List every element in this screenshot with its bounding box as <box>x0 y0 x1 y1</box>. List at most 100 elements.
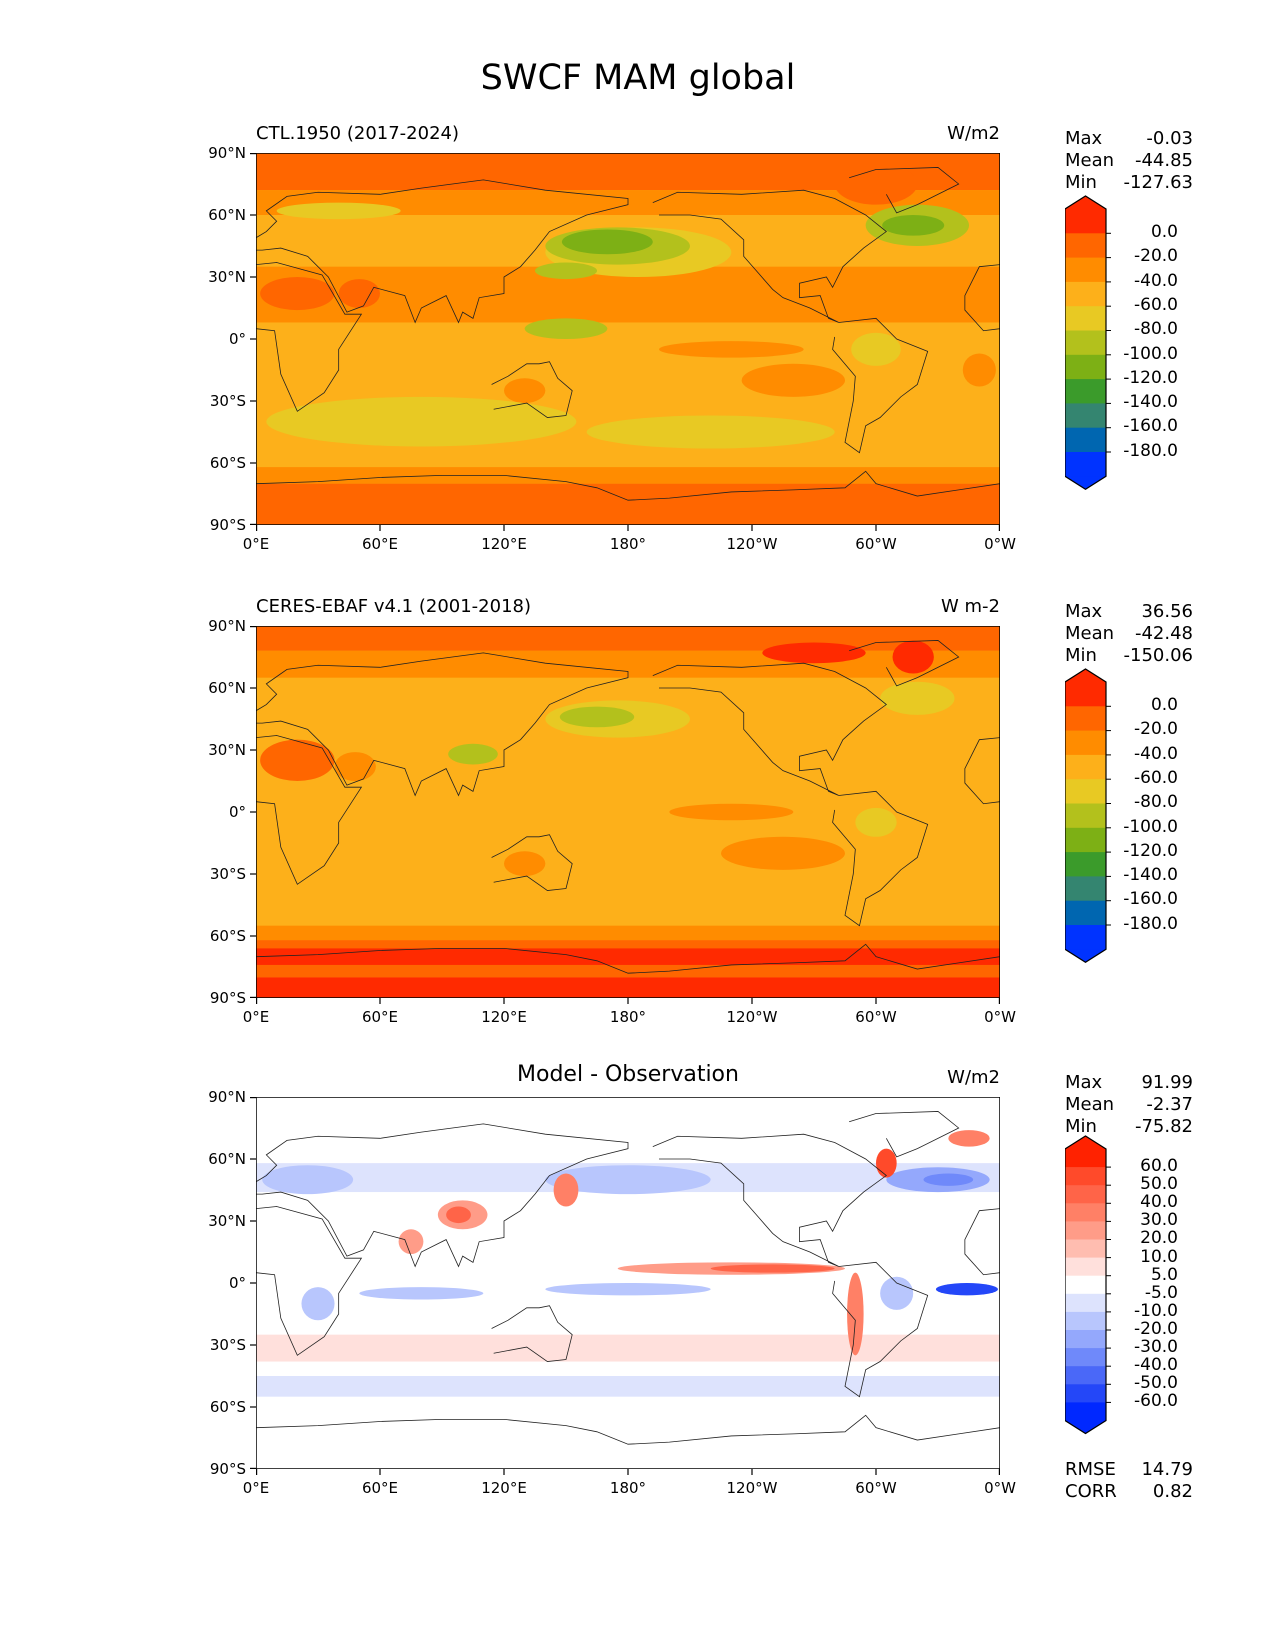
stat-rmse: RMSE 14.79 <box>1065 1459 1193 1480</box>
coastline-africa_e <box>256 1207 361 1356</box>
colorbar-segment <box>1065 778 1106 804</box>
units-label: W/m2 <box>947 1067 1000 1088</box>
colorbar <box>1065 194 1111 490</box>
field-region <box>834 163 918 205</box>
colorbar-segment <box>1065 1293 1106 1313</box>
colorbar-segment <box>1065 208 1106 234</box>
stat-mean: Mean -2.37 <box>1065 1094 1193 1115</box>
coastline-eurasia <box>256 653 628 796</box>
x-tick-label: 60°W <box>855 535 897 553</box>
stat-max: Max -0.03 <box>1065 128 1193 149</box>
colorbar-label: -20.0 <box>1134 1318 1178 1339</box>
field-region <box>535 262 597 280</box>
field-region <box>561 229 653 255</box>
field-region <box>559 706 635 728</box>
colorbar-segment <box>1065 1166 1106 1186</box>
colorbar-segment <box>1065 378 1106 404</box>
coastline-namerica <box>653 190 887 322</box>
coastline-antarctica <box>256 471 1000 500</box>
field-layer <box>256 153 1000 525</box>
colorbar-segment <box>1065 281 1106 307</box>
colorbar-label: -50.0 <box>1134 1373 1178 1394</box>
colorbar-segment <box>1065 1275 1106 1295</box>
x-tick-label: 60°W <box>855 1008 897 1026</box>
colorbar-segment <box>1065 1347 1106 1367</box>
field-region <box>446 1206 471 1224</box>
coastline-africa_e <box>256 736 361 885</box>
stat-min-value: -75.82 <box>1134 1116 1193 1137</box>
field-region <box>669 803 794 821</box>
colorbar-segment <box>1065 1239 1106 1258</box>
stat-mean-value: -42.48 <box>1134 623 1193 644</box>
x-tick-label: 120°W <box>726 535 778 553</box>
field-region <box>334 752 376 781</box>
colorbar-extend-min <box>1065 1420 1106 1434</box>
units-label: W/m2 <box>947 123 1000 144</box>
colorbar-segment <box>1065 1203 1106 1222</box>
coastline-greenland <box>849 640 959 685</box>
colorbar-outline <box>1065 1135 1107 1435</box>
stat-max: Max 36.56 <box>1065 601 1193 622</box>
colorbar <box>1065 667 1111 963</box>
field-region <box>504 851 546 877</box>
colorbar-label: 50.0 <box>1140 1174 1178 1195</box>
colorbar-segment <box>1065 681 1106 707</box>
stat-mean-label: Mean <box>1065 1094 1115 1115</box>
x-tick-label: 0°W <box>984 535 1016 553</box>
field-region <box>710 1264 835 1273</box>
field-region <box>851 332 901 366</box>
coastline-namerica <box>653 663 887 795</box>
stat-max-label: Max <box>1065 601 1103 622</box>
colorbar-segment <box>1065 1148 1106 1168</box>
x-tick-label: 60°E <box>361 1008 399 1026</box>
colorbar-label: -100.0 <box>1123 343 1178 364</box>
colorbar-extend-max <box>1065 1135 1106 1149</box>
colorbar-segment <box>1065 354 1106 380</box>
field-band <box>256 977 1000 998</box>
field-region <box>741 363 845 397</box>
stat-min-label: Min <box>1065 645 1097 666</box>
coastline-samerica <box>833 1262 928 1396</box>
colorbar-label: -40.0 <box>1134 270 1178 291</box>
colorbar-segment <box>1065 754 1106 780</box>
field-region <box>338 279 380 308</box>
field-layer <box>256 1097 1000 1469</box>
field-region <box>586 415 835 449</box>
stat-min: Min -150.06 <box>1065 645 1193 666</box>
stat-max-value: 91.99 <box>1141 1072 1193 1093</box>
colorbar-segment <box>1065 427 1106 453</box>
stat-mean-label: Mean <box>1065 623 1115 644</box>
x-tick-label: 60°E <box>361 535 399 553</box>
coastlines <box>256 1111 1000 1444</box>
colorbar-segment <box>1065 730 1106 756</box>
x-tick-label: 180° <box>609 1008 647 1026</box>
colorbar-segment <box>1065 1221 1106 1240</box>
field-region <box>545 1283 711 1296</box>
y-tick-label: 30°N <box>208 1212 246 1230</box>
stat-min: Min -75.82 <box>1065 1116 1193 1137</box>
field-region <box>762 642 866 664</box>
coastline-namerica <box>653 1134 887 1266</box>
panel-title: CERES-EBAF v4.1 (2001-2018) <box>256 596 532 617</box>
colorbar-label: 0.0 <box>1150 695 1178 715</box>
coastline-eurasia <box>256 180 628 323</box>
field-region <box>876 1148 897 1178</box>
field-region <box>923 1173 974 1186</box>
coastline-australia <box>492 1306 573 1362</box>
field-region <box>301 1287 335 1321</box>
map-plot <box>256 1097 1000 1469</box>
map-plot <box>256 626 1000 998</box>
y-tick-label: 60°S <box>209 454 246 472</box>
tick-marks <box>250 1097 1001 1475</box>
field-region <box>962 353 996 387</box>
y-tick-label: 30°S <box>209 865 246 883</box>
field-region <box>855 807 897 837</box>
coastline-australia <box>492 835 573 891</box>
colorbar-label: -120.0 <box>1123 367 1178 388</box>
x-tick-label: 0°E <box>242 1008 270 1026</box>
colorbar-label: -180.0 <box>1123 913 1178 934</box>
x-tick-label: 120°W <box>726 1479 778 1497</box>
stat-max-value: -0.03 <box>1146 128 1193 149</box>
colorbar-extend-max <box>1065 668 1106 682</box>
field-region <box>880 1276 914 1310</box>
